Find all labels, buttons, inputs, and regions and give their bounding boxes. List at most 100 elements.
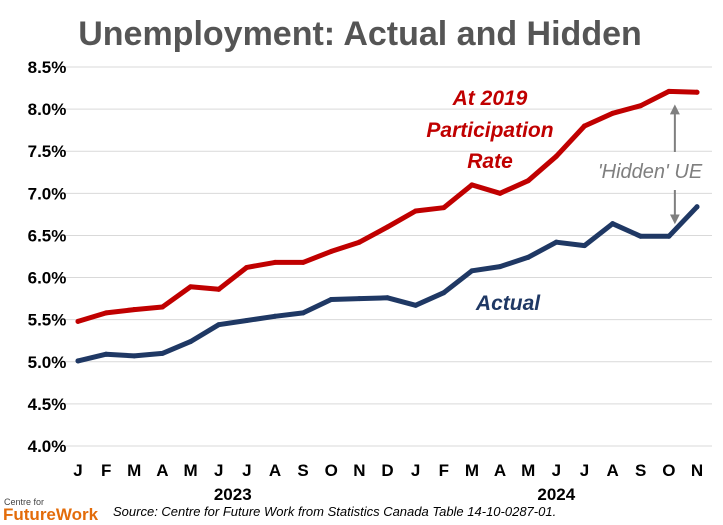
point-actual: [441, 290, 447, 296]
point-at-2019-participation: [328, 248, 334, 254]
red-series-label-line-2: Participation: [426, 119, 553, 142]
point-actual: [75, 358, 81, 364]
point-actual: [525, 254, 531, 260]
point-at-2019-participation: [216, 286, 222, 292]
point-actual: [244, 318, 250, 324]
point-actual: [413, 302, 419, 308]
point-at-2019-participation: [666, 88, 672, 94]
point-at-2019-participation: [356, 239, 362, 245]
logo-line-2: FutureWork: [3, 505, 99, 524]
y-axis-ticks: 4.0% 4.5% 5.0% 5.5% 6.0% 6.5% 7.0% 7.5% 8.0% 8.5%: [28, 58, 67, 456]
x-tick-label: N: [353, 461, 365, 480]
point-actual: [469, 268, 475, 274]
point-at-2019-participation: [131, 307, 137, 313]
series-line-at-2019-participation: [75, 88, 700, 324]
point-actual: [159, 350, 165, 356]
point-actual: [356, 296, 362, 302]
x-tick-label: F: [439, 461, 449, 480]
point-at-2019-participation: [159, 304, 165, 310]
x-tick-label: J: [411, 461, 420, 480]
point-actual: [694, 204, 700, 210]
red-series-label: At 2019 Participation Rate: [426, 87, 553, 173]
x-tick-label: M: [127, 461, 141, 480]
centre-for-future-work-logo: Centre for FutureWork: [3, 497, 99, 524]
point-actual: [272, 313, 278, 319]
point-at-2019-participation: [385, 224, 390, 230]
x-tick-label: J: [552, 461, 561, 480]
year-label: 2023: [214, 485, 252, 504]
y-tick-label: 8.0%: [28, 100, 67, 119]
point-actual: [497, 264, 503, 270]
point-actual: [188, 339, 194, 345]
point-at-2019-participation: [413, 208, 419, 214]
x-tick-label: A: [494, 461, 506, 480]
year-label: 2024: [537, 485, 575, 504]
x-tick-label: J: [73, 461, 82, 480]
series-line-actual: [75, 204, 700, 364]
x-tick-label: J: [242, 461, 251, 480]
x-tick-label: A: [606, 461, 618, 480]
x-tick-label: M: [521, 461, 535, 480]
x-tick-label: J: [580, 461, 589, 480]
point-at-2019-participation: [244, 264, 250, 270]
y-tick-label: 7.5%: [28, 142, 67, 161]
source-note: Source: Centre for Future Work from Stat…: [113, 504, 556, 519]
point-actual: [385, 295, 390, 301]
point-at-2019-participation: [469, 182, 475, 188]
red-series-label-line-1: At 2019: [452, 87, 528, 110]
logo-line-1: Centre for: [4, 497, 44, 507]
point-actual: [666, 233, 672, 239]
x-tick-label: O: [325, 461, 338, 480]
point-at-2019-participation: [525, 178, 531, 184]
point-at-2019-participation: [75, 318, 81, 324]
x-tick-label: N: [691, 461, 703, 480]
point-actual: [328, 296, 334, 302]
red-series-label-line-3: Rate: [467, 150, 513, 173]
x-tick-label: D: [381, 461, 393, 480]
y-tick-label: 8.5%: [28, 58, 67, 77]
point-at-2019-participation: [103, 310, 109, 316]
point-actual: [300, 310, 306, 316]
point-at-2019-participation: [581, 123, 587, 129]
point-at-2019-participation: [272, 259, 278, 265]
point-actual: [581, 243, 587, 249]
y-tick-label: 4.0%: [28, 437, 67, 456]
y-tick-label: 4.5%: [28, 395, 67, 414]
point-at-2019-participation: [300, 259, 306, 265]
point-actual: [131, 353, 137, 359]
y-tick-label: 5.0%: [28, 353, 67, 372]
point-at-2019-participation: [441, 205, 447, 211]
hidden-ue-label: 'Hidden' UE: [598, 161, 703, 183]
y-tick-label: 6.5%: [28, 226, 67, 245]
actual-series-label: Actual: [475, 292, 541, 315]
y-tick-label: 7.0%: [28, 184, 67, 203]
point-actual: [638, 233, 644, 239]
x-tick-label: O: [662, 461, 675, 480]
point-actual: [216, 322, 222, 328]
x-tick-label: J: [214, 461, 223, 480]
x-tick-label: F: [101, 461, 111, 480]
point-actual: [103, 351, 109, 357]
gridlines: [63, 66, 712, 447]
point-at-2019-participation: [610, 110, 616, 116]
x-tick-label: M: [183, 461, 197, 480]
point-actual: [553, 239, 559, 245]
x-tick-label: M: [465, 461, 479, 480]
x-tick-label: S: [635, 461, 646, 480]
series-layer: [75, 88, 700, 364]
point-actual: [610, 221, 616, 227]
point-at-2019-participation: [188, 284, 194, 290]
chart-title: Unemployment: Actual and Hidden: [78, 15, 642, 53]
point-at-2019-participation: [497, 190, 503, 196]
year-labels: 2023 2024: [214, 485, 576, 504]
gap-label-background: [577, 155, 723, 185]
point-at-2019-participation: [694, 89, 700, 95]
point-at-2019-participation: [638, 103, 644, 109]
y-tick-label: 5.5%: [28, 311, 67, 330]
x-tick-label: A: [156, 461, 168, 480]
y-tick-label: 6.0%: [28, 269, 67, 288]
x-tick-label: A: [269, 461, 281, 480]
point-at-2019-participation: [553, 153, 559, 159]
